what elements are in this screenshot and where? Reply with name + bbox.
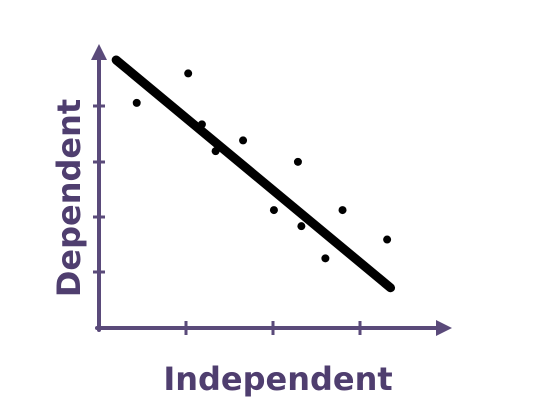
data-point-5 bbox=[239, 136, 248, 145]
data-point-4 bbox=[211, 147, 220, 156]
trendline bbox=[111, 55, 396, 293]
axes bbox=[91, 44, 452, 336]
data-marks bbox=[111, 55, 396, 293]
data-point-1 bbox=[132, 98, 141, 107]
data-point-8 bbox=[297, 222, 306, 231]
data-point-10 bbox=[338, 206, 347, 215]
data-point-11 bbox=[383, 235, 392, 244]
y-ticks bbox=[93, 104, 105, 274]
data-point-6 bbox=[269, 206, 278, 215]
x-axis-label: Independent bbox=[163, 360, 392, 398]
y-axis-arrowhead bbox=[91, 44, 107, 60]
x-ticks bbox=[184, 321, 362, 335]
data-point-3 bbox=[197, 120, 206, 129]
data-point-9 bbox=[321, 254, 330, 263]
y-axis-label: Dependent bbox=[50, 99, 88, 297]
data-point-2 bbox=[184, 69, 193, 78]
data-point-7 bbox=[293, 157, 302, 166]
x-axis-arrowhead bbox=[436, 320, 452, 336]
